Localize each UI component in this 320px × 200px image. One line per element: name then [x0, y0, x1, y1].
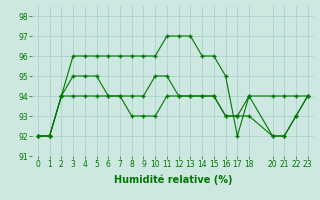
X-axis label: Humidité relative (%): Humidité relative (%)	[114, 175, 232, 185]
